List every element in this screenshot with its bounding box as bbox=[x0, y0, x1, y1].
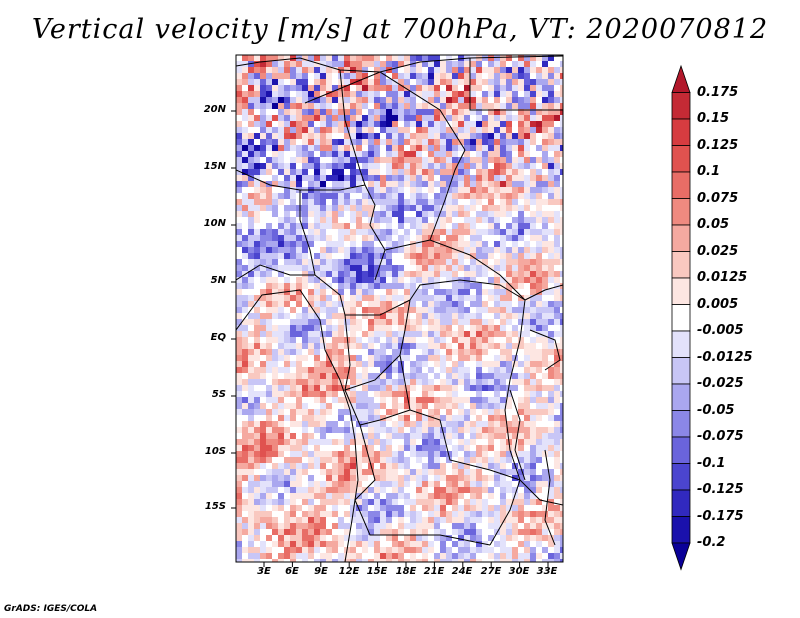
colorbar-tick-label: -0.175 bbox=[697, 508, 744, 524]
colorbar-cell bbox=[671, 198, 691, 226]
colorbar-tick-label: 0.15 bbox=[697, 111, 730, 126]
colorbar-cell bbox=[671, 489, 691, 517]
lon-label-27e: 27E bbox=[480, 566, 502, 577]
lon-label-3e: 3E bbox=[257, 566, 271, 577]
colorbar-cell bbox=[671, 357, 691, 385]
country-borders bbox=[236, 55, 563, 562]
colorbar-cell bbox=[671, 304, 691, 332]
lon-label-6e: 6E bbox=[285, 566, 299, 577]
colorbar-cell bbox=[671, 64, 691, 93]
lon-label-15e: 15E bbox=[366, 566, 388, 577]
colorbar-tick-label: 0.005 bbox=[697, 296, 739, 312]
lon-label-9e: 9E bbox=[314, 566, 328, 577]
colorbar-cell bbox=[671, 410, 691, 438]
map-frame bbox=[235, 54, 564, 563]
chart-title: Vertical velocity [m/s] at 700hPa, VT: 2… bbox=[31, 14, 769, 45]
colorbar-tick-label: -0.125 bbox=[697, 482, 744, 497]
lon-label-33e: 33E bbox=[536, 566, 558, 577]
colorbar-cell bbox=[671, 92, 691, 120]
colorbar-tick-label: -0.075 bbox=[697, 429, 744, 444]
lon-label-21e: 21E bbox=[423, 566, 445, 577]
colorbar-tick-label: -0.0125 bbox=[697, 349, 753, 365]
colorbar-tick-label: 0.125 bbox=[697, 137, 739, 153]
colorbar-cell bbox=[671, 224, 691, 252]
lat-label-10n: 10N bbox=[203, 218, 226, 229]
colorbar-cell bbox=[671, 330, 691, 358]
colorbar-tick-label: 0.05 bbox=[697, 217, 730, 232]
lat-label-15s: 15S bbox=[204, 501, 226, 512]
lat-label-10s: 10S bbox=[204, 446, 226, 457]
colorbar-tick-label: 0.0125 bbox=[697, 270, 748, 285]
axis-ticks bbox=[231, 110, 549, 567]
lon-label-12e: 12E bbox=[338, 566, 360, 577]
colorbar-tick-label: 0.175 bbox=[697, 84, 739, 100]
lon-label-24e: 24E bbox=[451, 566, 473, 577]
colorbar-cell bbox=[671, 251, 691, 279]
colorbar-cell bbox=[671, 516, 691, 544]
lat-label-15n: 15N bbox=[203, 161, 226, 172]
colorbar-tick-label: 0.025 bbox=[697, 243, 739, 259]
lat-label-20n: 20N bbox=[203, 104, 226, 115]
grads-credit: GrADS: IGES/COLA bbox=[4, 604, 98, 614]
lon-label-30e: 30E bbox=[508, 566, 530, 577]
colorbar-tick-label: 0.1 bbox=[697, 164, 721, 179]
lat-label-eq: EQ bbox=[210, 332, 226, 343]
colorbar-cell bbox=[671, 542, 691, 571]
colorbar-cell bbox=[671, 436, 691, 464]
colorbar-tick-label: -0.025 bbox=[697, 376, 744, 391]
colorbar-cell bbox=[671, 145, 691, 173]
colorbar-tick-label: -0.2 bbox=[697, 535, 726, 550]
lat-label-5s: 5S bbox=[211, 389, 226, 400]
colorbar-tick-label: -0.1 bbox=[697, 455, 726, 471]
colorbar-tick-label: 0.075 bbox=[697, 190, 739, 206]
colorbar-tick-label: -0.005 bbox=[697, 323, 744, 338]
colorbar-cell bbox=[671, 463, 691, 491]
colorbar-tick-label: -0.05 bbox=[697, 402, 735, 418]
colorbar-cell bbox=[671, 383, 691, 411]
colorbar-cell bbox=[671, 171, 691, 199]
lat-label-5n: 5N bbox=[210, 275, 226, 286]
colorbar-cell bbox=[671, 118, 691, 146]
colorbar-cell bbox=[671, 277, 691, 305]
lon-label-18e: 18E bbox=[395, 566, 417, 577]
